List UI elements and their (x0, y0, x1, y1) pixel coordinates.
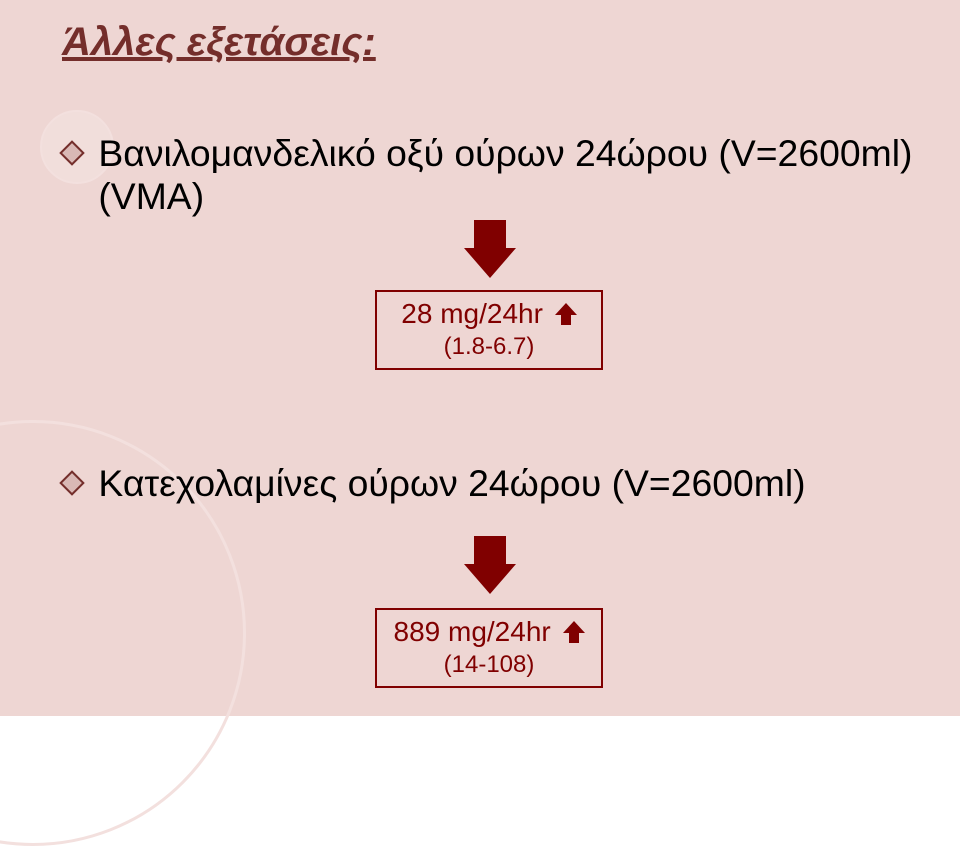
up-arrow-icon (563, 616, 585, 651)
result-ref-catechol: (14-108) (377, 651, 601, 679)
diamond-bullet-icon (62, 130, 82, 173)
result-value-catechol: 889 mg/24hr (394, 616, 551, 647)
bullet-text-1b: (VMA) (98, 175, 204, 217)
result-ref-vma: (1.8-6.7) (377, 333, 601, 361)
slide-title: Άλλες εξετάσεις: (62, 20, 376, 65)
diamond-bullet-icon (62, 460, 82, 503)
result-box-vma: 28 mg/24hr (1.8-6.7) (375, 290, 603, 370)
bullet-text-1a: Βανιλομανδελικό οξύ ούρων 24ώρου (V=2600… (98, 132, 912, 174)
bullet-item-catechol: Κατεχολαμίνες ούρων 24ώρου (V=2600ml) (62, 460, 806, 505)
bullet-item-vma: Βανιλομανδελικό οξύ ούρων 24ώρου (V=2600… (62, 130, 912, 218)
bullet-text-2: Κατεχολαμίνες ούρων 24ώρου (V=2600ml) (98, 462, 805, 504)
down-arrow-icon (464, 536, 516, 599)
down-arrow-icon (464, 220, 516, 283)
result-value-vma: 28 mg/24hr (401, 298, 543, 329)
result-box-catechol: 889 mg/24hr (14-108) (375, 608, 603, 688)
up-arrow-icon (555, 298, 577, 333)
